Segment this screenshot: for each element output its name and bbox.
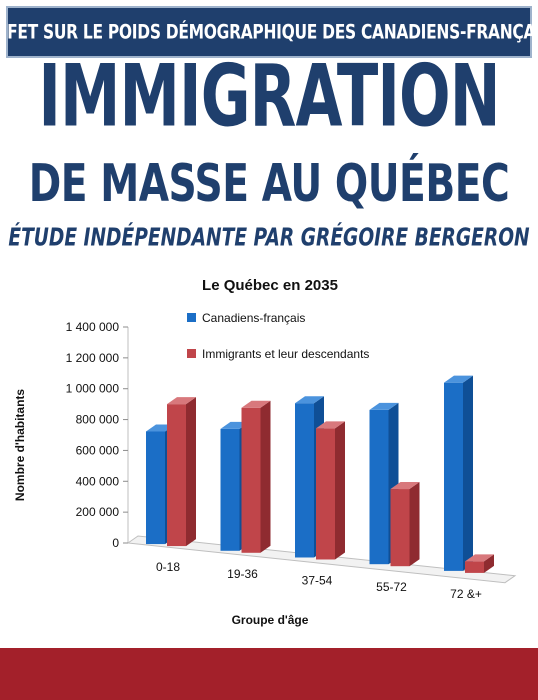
- legend-swatch: [187, 349, 196, 358]
- main-title: IMMIGRATION: [38, 46, 500, 147]
- bar-canadiens-francais: [295, 403, 314, 558]
- bar-side: [409, 482, 420, 567]
- x-tick-label: 0-18: [156, 560, 180, 574]
- author-line: ÉTUDE INDÉPENDANTE PAR GRÉGOIRE BERGERON: [8, 223, 530, 253]
- bar-top: [316, 421, 345, 429]
- x-tick-label: 19-36: [227, 567, 258, 581]
- bar-canadiens-francais: [444, 382, 463, 571]
- bar-top: [390, 482, 420, 490]
- y-tick-label: 200 000: [76, 505, 120, 519]
- y-tick-label: 1 000 000: [66, 382, 120, 396]
- y-tick-label: 1 200 000: [66, 351, 120, 365]
- legend-label: Immigrants et leur descendants: [202, 347, 369, 361]
- y-tick-label: 600 000: [76, 443, 120, 457]
- bar-immigrants: [167, 404, 186, 547]
- y-tick-label: 1 400 000: [66, 320, 120, 334]
- y-tick-label: 0: [112, 536, 119, 550]
- bar-side: [463, 375, 473, 571]
- bar-top: [369, 402, 399, 410]
- bar-immigrants: [241, 407, 261, 553]
- bar-immigrants: [465, 561, 484, 573]
- chart-title: Le Québec en 2035: [202, 277, 338, 294]
- banner-text: EFFET SUR LE POIDS DÉMOGRAPHIQUE DES CAN…: [0, 20, 538, 44]
- bar-side: [260, 400, 271, 553]
- bar-immigrants: [316, 428, 335, 560]
- legend-swatch: [187, 313, 196, 322]
- bar-chart: Le Québec en 2035 Nombre d'habitants Gro…: [13, 277, 517, 627]
- bar-canadiens-francais: [146, 431, 165, 545]
- bar-top: [295, 396, 324, 404]
- bar-top: [444, 375, 473, 383]
- bar-side: [186, 397, 196, 547]
- bar-top: [241, 400, 271, 408]
- bottom-bar: [0, 648, 538, 700]
- y-axis-label: Nombre d'habitants: [13, 389, 27, 502]
- x-tick-label: 55-72: [376, 580, 407, 594]
- bar-side: [484, 554, 494, 573]
- bar-immigrants: [390, 489, 410, 567]
- plot-area: 0 200 000 400 000 600 000 800 000 1 000 000 1 …: [66, 311, 517, 601]
- bar-canadiens-francais: [220, 428, 240, 551]
- legend-label: Canadiens-français: [202, 311, 305, 325]
- bar-side: [335, 421, 345, 560]
- bar-top: [167, 397, 196, 405]
- bar-canadiens-francais: [369, 409, 389, 565]
- x-tick-label: 37-54: [302, 573, 333, 587]
- subtitle: DE MASSE AU QUÉBEC: [28, 154, 510, 214]
- top-banner: EFFET SUR LE POIDS DÉMOGRAPHIQUE DES CAN…: [0, 6, 538, 58]
- y-tick-label: 800 000: [76, 413, 120, 427]
- x-axis-label: Groupe d'âge: [232, 613, 309, 627]
- y-tick-label: 400 000: [76, 474, 120, 488]
- bar-top: [465, 554, 494, 562]
- x-tick-label: 72 &+: [450, 587, 482, 601]
